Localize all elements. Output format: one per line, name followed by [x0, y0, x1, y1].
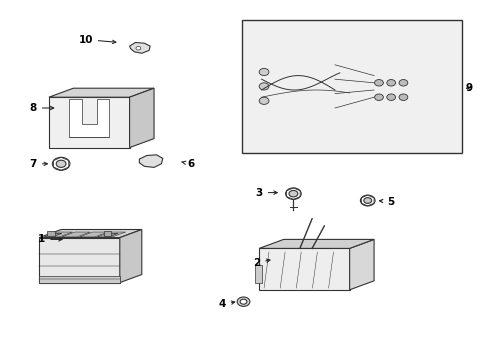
Polygon shape — [49, 97, 129, 148]
Polygon shape — [120, 230, 142, 283]
Circle shape — [259, 68, 268, 76]
Circle shape — [259, 83, 268, 90]
Circle shape — [374, 94, 383, 100]
Text: 5: 5 — [379, 197, 394, 207]
Circle shape — [240, 299, 246, 304]
Polygon shape — [69, 99, 109, 137]
Text: 1: 1 — [38, 234, 62, 244]
Polygon shape — [39, 230, 142, 238]
Circle shape — [386, 80, 395, 86]
Polygon shape — [103, 233, 118, 236]
Polygon shape — [349, 239, 373, 290]
Polygon shape — [39, 238, 120, 283]
Circle shape — [237, 297, 249, 306]
Text: 9: 9 — [465, 83, 472, 93]
Circle shape — [136, 46, 141, 50]
Bar — [242, 20, 461, 153]
Polygon shape — [103, 231, 111, 236]
Polygon shape — [47, 231, 55, 236]
Polygon shape — [79, 232, 108, 237]
Polygon shape — [139, 155, 163, 167]
Text: 10: 10 — [78, 35, 116, 45]
Text: 4: 4 — [218, 299, 234, 309]
Circle shape — [360, 195, 374, 206]
Circle shape — [52, 157, 70, 170]
Polygon shape — [49, 88, 154, 97]
Circle shape — [259, 97, 268, 104]
Circle shape — [288, 190, 297, 197]
Polygon shape — [47, 233, 62, 236]
Circle shape — [398, 80, 407, 86]
Text: 6: 6 — [181, 159, 194, 169]
Polygon shape — [259, 248, 349, 290]
Circle shape — [56, 160, 66, 167]
Circle shape — [398, 94, 407, 100]
Polygon shape — [129, 88, 154, 148]
Text: 8: 8 — [30, 103, 54, 113]
Circle shape — [374, 80, 383, 86]
Text: 3: 3 — [255, 188, 277, 198]
Polygon shape — [44, 232, 72, 237]
Circle shape — [363, 198, 371, 203]
Text: 2: 2 — [253, 258, 269, 268]
Polygon shape — [97, 232, 125, 237]
Polygon shape — [255, 265, 261, 283]
Circle shape — [386, 94, 395, 100]
Polygon shape — [61, 232, 90, 237]
Text: 7: 7 — [29, 159, 47, 169]
Polygon shape — [39, 276, 120, 283]
Circle shape — [285, 188, 301, 199]
Polygon shape — [129, 42, 150, 53]
Polygon shape — [259, 239, 373, 248]
